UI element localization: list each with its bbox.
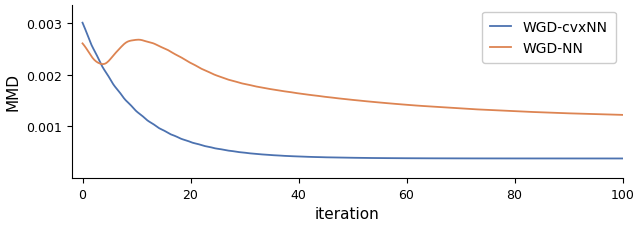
WGD-cvxNN <box>218 148 225 151</box>
Line: WGD-cvxNN: WGD-cvxNN <box>83 24 623 159</box>
WGD-cvxNN <box>79 22 86 25</box>
WGD-NN <box>486 109 494 112</box>
WGD-cvxNN <box>439 157 447 160</box>
WGD-NN <box>134 39 142 42</box>
WGD-NN <box>398 104 406 106</box>
Y-axis label: MMD: MMD <box>6 73 20 111</box>
WGD-NN <box>218 77 226 79</box>
X-axis label: iteration: iteration <box>315 207 380 222</box>
WGD-cvxNN <box>397 157 404 160</box>
WGD-cvxNN <box>174 136 182 139</box>
WGD-NN <box>175 56 183 58</box>
WGD-NN <box>619 114 627 117</box>
WGD-NN <box>440 107 448 109</box>
WGD-NN <box>79 43 86 46</box>
WGD-cvxNN <box>619 157 627 160</box>
WGD-NN <box>324 96 332 99</box>
Legend: WGD-cvxNN, WGD-NN: WGD-cvxNN, WGD-NN <box>482 12 616 64</box>
WGD-cvxNN <box>323 156 331 159</box>
Line: WGD-NN: WGD-NN <box>83 40 623 115</box>
WGD-cvxNN <box>485 157 493 160</box>
